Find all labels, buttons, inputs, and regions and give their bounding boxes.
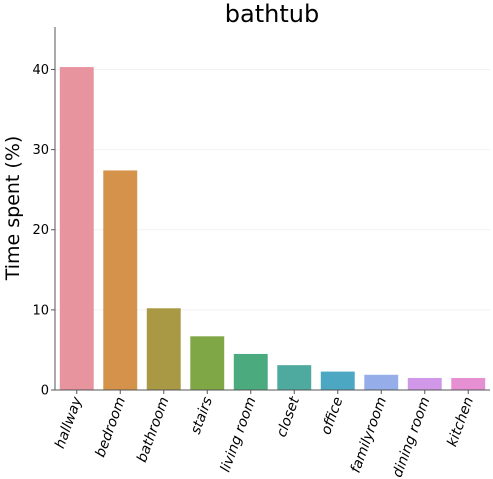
- x-tick-label: dining room: [390, 395, 434, 479]
- bar-familyroom: [364, 374, 399, 390]
- x-tick-label: stairs: [188, 395, 216, 436]
- x-tick-label: bedroom: [92, 395, 129, 460]
- x-tick-label: hallway: [52, 394, 86, 450]
- bar-closet: [277, 365, 312, 390]
- x-axis-ticks: hallway bedroom bathroom stairs living room c…: [52, 390, 477, 479]
- y-tick-label: 0: [41, 384, 49, 399]
- y-axis-label: Time spent (%): [2, 136, 24, 282]
- bar-living-room: [233, 353, 268, 390]
- x-tick-label: bathroom: [134, 395, 172, 465]
- bar-office: [320, 371, 355, 390]
- y-tick-label: 10: [32, 303, 49, 318]
- bar-hallway: [59, 67, 94, 390]
- x-tick-label: living room: [218, 395, 260, 474]
- chart-title: bathtub: [225, 0, 319, 28]
- x-tick-label: kitchen: [444, 395, 477, 449]
- x-tick-label: closet: [274, 394, 303, 439]
- bar-bathroom: [146, 308, 181, 390]
- bar-dining-room: [407, 377, 442, 390]
- bar-bedroom: [103, 170, 138, 390]
- y-tick-label: 30: [32, 143, 49, 158]
- bar-stairs: [190, 336, 225, 390]
- x-tick-label: familyroom: [348, 395, 390, 475]
- bar-kitchen: [451, 377, 486, 390]
- y-tick-label: 40: [32, 63, 49, 78]
- y-tick-label: 20: [32, 223, 49, 238]
- bars: [59, 67, 486, 390]
- x-tick-label: office: [318, 395, 346, 437]
- y-axis-ticks: 0 10 20 30 40: [32, 63, 55, 399]
